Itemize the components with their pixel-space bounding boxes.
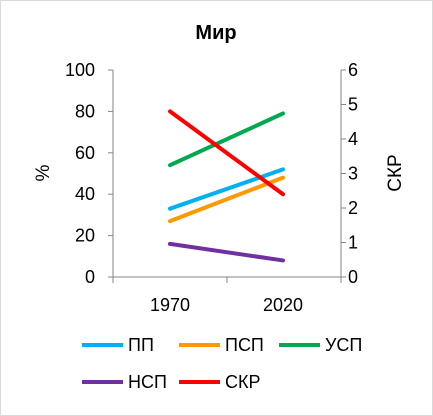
x-tick-label: 2020 <box>263 295 303 315</box>
series-line-ПСП <box>168 175 285 224</box>
series-line-УСП <box>168 111 285 168</box>
chart-title: Мир <box>195 22 236 44</box>
y-left-tick-label: 40 <box>75 184 95 204</box>
x-tick-label: 1970 <box>150 295 190 315</box>
y-right-tick-label: 3 <box>348 164 358 184</box>
y-right-tick-label: 4 <box>348 129 358 149</box>
y-right-tick-label: 2 <box>348 198 358 218</box>
y-axis-left-label: % <box>33 164 54 181</box>
legend-label: УСП <box>325 335 362 355</box>
y-left-tick-label: 100 <box>65 60 95 80</box>
y-right-tick-label: 0 <box>348 267 358 287</box>
y-right-tick-label: 1 <box>348 233 358 253</box>
legend: ПП ПСП УСП НСП СКР <box>82 335 362 392</box>
y-right-tick-label: 5 <box>348 95 358 115</box>
series-line-ПП <box>168 167 285 211</box>
plot-area: 0 20 40 60 80 100 0 1 2 3 4 5 6 1970 2020 <box>65 60 358 315</box>
y-left-tick-label: 80 <box>75 101 95 121</box>
series-line-НСП <box>168 241 285 263</box>
y-right-tick-label: 6 <box>348 60 358 80</box>
legend-label: СКР <box>225 372 261 392</box>
y-axis-right-label: СКР <box>385 154 406 191</box>
y-left-tick-label: 0 <box>85 267 95 287</box>
y-left-tick-label: 20 <box>75 226 95 246</box>
legend-label: ПП <box>128 335 154 355</box>
series-line-СКР <box>168 109 285 197</box>
legend-label: НСП <box>128 372 167 392</box>
y-left-tick-label: 60 <box>75 143 95 163</box>
legend-label: ПСП <box>225 335 264 355</box>
